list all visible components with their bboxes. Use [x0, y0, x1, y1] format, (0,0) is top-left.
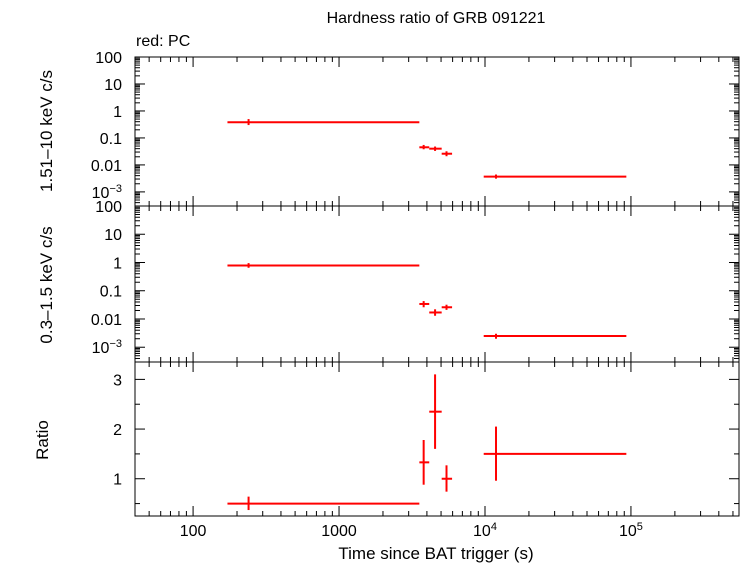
ratio-data-point — [483, 426, 627, 481]
hard-y-tick-label: 0.01 — [91, 158, 122, 175]
soft-data-point — [441, 304, 453, 310]
ratio-data-point — [429, 374, 442, 449]
hard-y-tick-label: 100 — [95, 50, 122, 67]
soft-y-tick-label: 10−3 — [92, 338, 122, 357]
x-tick-label: 100 — [180, 523, 207, 540]
y-axis-label-hard: 1.51–10 keV c/s — [37, 70, 56, 192]
soft-data-point — [227, 263, 420, 268]
chart-title: Hardness ratio of GRB 091221 — [327, 10, 546, 27]
x-tick-labels: 100 1000 104 105 — [180, 521, 643, 540]
ratio-y-tick-label: 2 — [113, 422, 122, 439]
ratio-axis-group: 1 2 3 — [113, 361, 740, 517]
y-axis-label-ratio: Ratio — [33, 420, 52, 460]
soft-data-group — [227, 263, 627, 339]
hard-data-point — [429, 146, 442, 151]
y-axis-label-soft: 0.3–1.5 keV c/s — [37, 226, 56, 343]
soft-y-tick-label: 100 — [95, 199, 122, 216]
hard-data-point — [419, 144, 430, 150]
hard-data-point — [483, 174, 627, 179]
hard-data-point — [441, 151, 453, 157]
hard-frame — [134, 56, 740, 207]
ratio-data-point — [227, 496, 420, 511]
ratio-data-group — [227, 374, 627, 511]
soft-y-tick-label: 10 — [104, 227, 122, 244]
soft-axis-group: 100 10 1 0.1 0.01 10−3 — [91, 199, 740, 363]
soft-data-point — [419, 301, 430, 308]
hard-y-tick-label: 1 — [113, 104, 122, 121]
panel-soft: 0.3–1.5 keV c/s 100 10 1 0.1 0.01 10−3 — [37, 199, 740, 363]
soft-y-tick-label: 1 — [113, 255, 122, 272]
hard-data-point — [227, 119, 420, 126]
ratio-data-point — [441, 465, 453, 492]
hard-y-tick-label: 10 — [104, 77, 122, 94]
soft-frame — [134, 205, 740, 363]
hard-y-tick-label: 0.1 — [100, 131, 122, 148]
mode-label: red: PC — [136, 33, 190, 50]
x-tick-label: 104 — [473, 521, 497, 540]
soft-data-point — [429, 309, 442, 316]
panel-ratio: Ratio 1 2 3 — [33, 361, 740, 517]
soft-y-tick-label: 0.1 — [100, 284, 122, 301]
ratio-y-tick-label: 3 — [113, 372, 122, 389]
ratio-y-tick-label: 1 — [113, 472, 122, 489]
soft-y-tick-label: 0.01 — [91, 312, 122, 329]
x-tick-label: 1000 — [321, 523, 357, 540]
x-axis-label: Time since BAT trigger (s) — [338, 544, 533, 563]
ratio-data-point — [419, 439, 430, 485]
x-tick-label: 105 — [619, 521, 643, 540]
soft-data-point — [483, 333, 627, 339]
hard-data-group — [227, 119, 627, 179]
ratio-frame — [134, 361, 740, 517]
